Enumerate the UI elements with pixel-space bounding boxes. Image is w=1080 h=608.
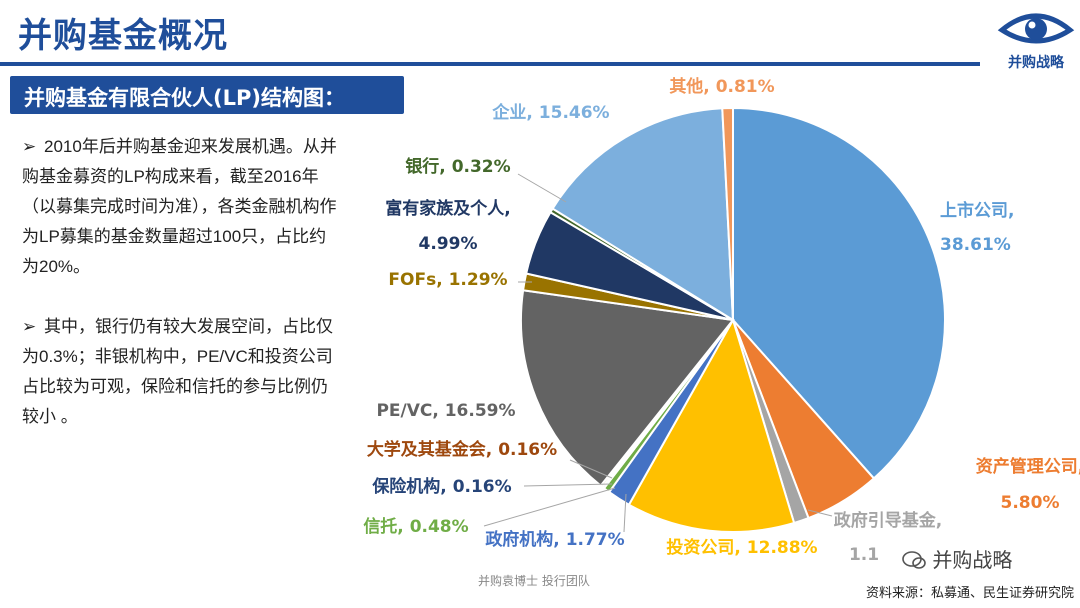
- leader-line: [623, 493, 627, 533]
- bullet-text: 其中，银行仍有较大发展空间，占比仅为0.3%；非银机构中，PE/VC和投资公司占…: [22, 317, 333, 426]
- logo-text: 并购战略: [1008, 55, 1064, 71]
- watermark: 并购战略: [902, 544, 1012, 573]
- pie-slice: [520, 289, 735, 488]
- slice-label: 资产管理公司,: [976, 456, 1080, 477]
- slice-label: 其他, 0.81%: [669, 76, 774, 97]
- slice-label: 企业, 15.46%: [491, 102, 609, 123]
- section-header: 并购基金有限合伙人(LP)结构图：: [10, 76, 404, 114]
- slice-label: 投资公司, 12.88%: [666, 537, 817, 558]
- pie-slice: [551, 107, 735, 322]
- pie-slice: [721, 106, 734, 321]
- title-divider: [0, 62, 980, 66]
- slice-label: 保险机构, 0.16%: [371, 476, 511, 497]
- arrow-bullet-icon: ➢: [22, 317, 37, 336]
- page-title: 并购基金概况: [18, 16, 228, 56]
- source-note: 资料来源：私募通、民生证券研究院: [865, 586, 1074, 601]
- bullet-item: ➢ 其中，银行仍有较大发展空间，占比仅为0.3%；非银机构中，PE/VC和投资公司…: [22, 312, 342, 432]
- chat-bubble-icon: [902, 551, 926, 569]
- leader-line: [517, 173, 567, 203]
- slice-label: 4.99%: [419, 234, 478, 254]
- pie-slice: [732, 106, 946, 480]
- slice-label: 38.61%: [940, 235, 1011, 255]
- section-title: 并购基金有限合伙人(LP)结构图：: [24, 86, 345, 110]
- bullet-item: ➢ 2010年后并购基金迎来发展机遇。从并购基金募资的LP构成来看，截至2016年…: [22, 132, 342, 282]
- slice-label: 政府引导基金,: [834, 510, 942, 531]
- arrow-bullet-icon: ➢: [22, 137, 37, 156]
- slice-label: 大学及其基金会, 0.16%: [367, 439, 557, 460]
- leader-line: [569, 459, 613, 479]
- slice-label: 政府机构, 1.77%: [485, 529, 624, 550]
- slice-label: 银行, 0.32%: [405, 156, 510, 177]
- bullet-text: 2010年后并购基金迎来发展机遇。从并购基金募资的LP构成来看，截至2016年（…: [22, 137, 337, 276]
- pie-slice: [627, 317, 796, 533]
- bullet-list: ➢ 2010年后并购基金迎来发展机遇。从并购基金募资的LP构成来看，截至2016年…: [22, 132, 342, 462]
- eye-icon: [997, 13, 1075, 44]
- footer-team: 并购袁博士 投行团队: [478, 574, 590, 588]
- leader-line: [807, 509, 833, 517]
- slice-label: 5.80%: [1001, 493, 1060, 513]
- slice-label: 上市公司,: [940, 200, 1014, 221]
- leader-line: [523, 483, 613, 487]
- pie-labels: 上市公司, 38.61% 资产管理公司, 5.80% 政府引导基金, 1.1 投资公司, 1…: [363, 76, 1080, 565]
- slice-label: FOFs, 1.29%: [388, 270, 507, 290]
- slice-label: 1.1: [849, 545, 879, 565]
- brand-logo: 并购战略: [996, 6, 1076, 74]
- slice-label: 信托, 0.48%: [363, 516, 468, 537]
- leader-line: [483, 487, 616, 527]
- pie-slices: [520, 106, 946, 533]
- slice-label: 富有家族及个人,: [385, 198, 510, 219]
- watermark-text: 并购战略: [932, 548, 1013, 572]
- slice-label: PE/VC, 16.59%: [376, 401, 515, 421]
